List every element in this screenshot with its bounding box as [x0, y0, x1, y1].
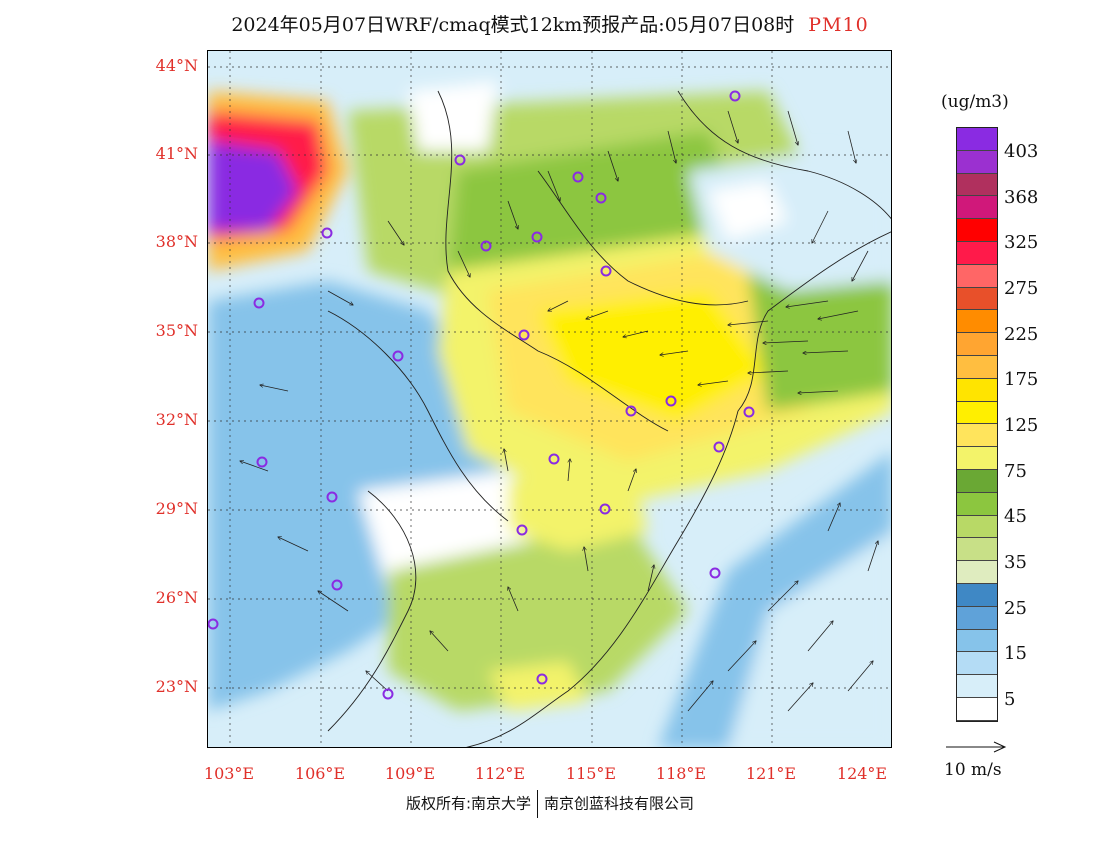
color-bar-segment: [957, 561, 997, 584]
color-bar-segment: [957, 264, 997, 288]
color-bar-segment: [957, 355, 997, 379]
lat-label: 23°N: [155, 677, 198, 696]
legend-label: 35: [1004, 552, 1027, 573]
title-text: 2024年05月07日WRF/cmaq模式12km预报产品:05月07日08时: [231, 14, 795, 36]
lon-label: 124°E: [836, 764, 888, 783]
color-bar-segment: [957, 675, 997, 698]
legend-label: 325: [1004, 232, 1039, 253]
color-bar-segment: [957, 333, 997, 356]
legend-units: (ug/m3): [941, 92, 1009, 112]
lat-label: 41°N: [155, 144, 198, 163]
color-bar-segment: [957, 697, 997, 721]
lon-label: 112°E: [474, 764, 526, 783]
color-bar-segment: [957, 469, 997, 493]
legend-label: 403: [1004, 141, 1039, 162]
color-bar-segment: [957, 515, 997, 539]
legend-label: 125: [1004, 415, 1039, 436]
legend-label: 45: [1004, 506, 1027, 527]
vector-scale-label: 10 m/s: [944, 760, 1002, 780]
city-markers: [208, 90, 755, 700]
color-bar-segment: [957, 606, 997, 630]
color-bar-segment: [957, 629, 997, 653]
forecast-map: [207, 50, 892, 748]
color-bar-segment: [957, 196, 997, 220]
pollutant-label: PM10: [808, 14, 869, 36]
color-bar-segment: [957, 150, 997, 174]
lon-label: 103°E: [203, 764, 255, 783]
lon-label: 115°E: [565, 764, 617, 783]
legend-label: 15: [1004, 643, 1027, 664]
legend-label: 25: [1004, 598, 1027, 619]
lat-label: 44°N: [155, 56, 198, 75]
legend-label: 225: [1004, 324, 1039, 345]
lat-label: 32°N: [155, 410, 198, 429]
color-bar-segment: [957, 583, 997, 607]
lat-label: 29°N: [155, 499, 198, 518]
map-canvas: [208, 51, 891, 747]
color-bar-segment: [957, 287, 997, 311]
wind-vectors: [240, 110, 878, 712]
copyright-company: 南京创蓝科技有限公司: [544, 794, 695, 813]
copyright-owner: 版权所有:南京大学: [405, 794, 532, 813]
color-bar: [956, 127, 998, 722]
legend-label: 275: [1004, 278, 1039, 299]
color-bar-segment: [957, 447, 997, 470]
color-bar-segment: [957, 241, 997, 265]
color-bar-segment: [957, 492, 997, 516]
lon-label: 121°E: [745, 764, 797, 783]
concentration-field: [208, 81, 891, 747]
legend-label: 5: [1004, 689, 1016, 710]
lat-label: 38°N: [155, 232, 198, 251]
lon-label: 118°E: [655, 764, 707, 783]
color-bar-segment: [957, 538, 997, 562]
color-bar-segment: [957, 401, 997, 425]
color-bar-segment: [957, 219, 997, 242]
color-bar-segment: [957, 128, 997, 151]
color-bar-segment: [957, 173, 997, 197]
lon-label: 106°E: [294, 764, 346, 783]
legend-label: 368: [1004, 187, 1039, 208]
color-bar-segment: [957, 424, 997, 448]
reference-arrow-icon: [946, 741, 1007, 753]
copyright-divider: [537, 790, 539, 818]
color-bar-segment: [957, 310, 997, 334]
color-bar-segment: [957, 652, 997, 676]
lat-label: 26°N: [155, 588, 198, 607]
coastline-borders: [327, 90, 891, 747]
graticule: [208, 51, 891, 747]
copyright: 版权所有:南京大学 南京创蓝科技有限公司: [0, 790, 1100, 818]
lon-label: 109°E: [384, 764, 436, 783]
color-bar-segment: [957, 378, 997, 402]
map-title: 2024年05月07日WRF/cmaq模式12km预报产品:05月07日08时 P…: [0, 10, 1100, 37]
legend-label: 175: [1004, 369, 1039, 390]
legend-label: 75: [1004, 461, 1027, 482]
lat-label: 35°N: [155, 321, 198, 340]
